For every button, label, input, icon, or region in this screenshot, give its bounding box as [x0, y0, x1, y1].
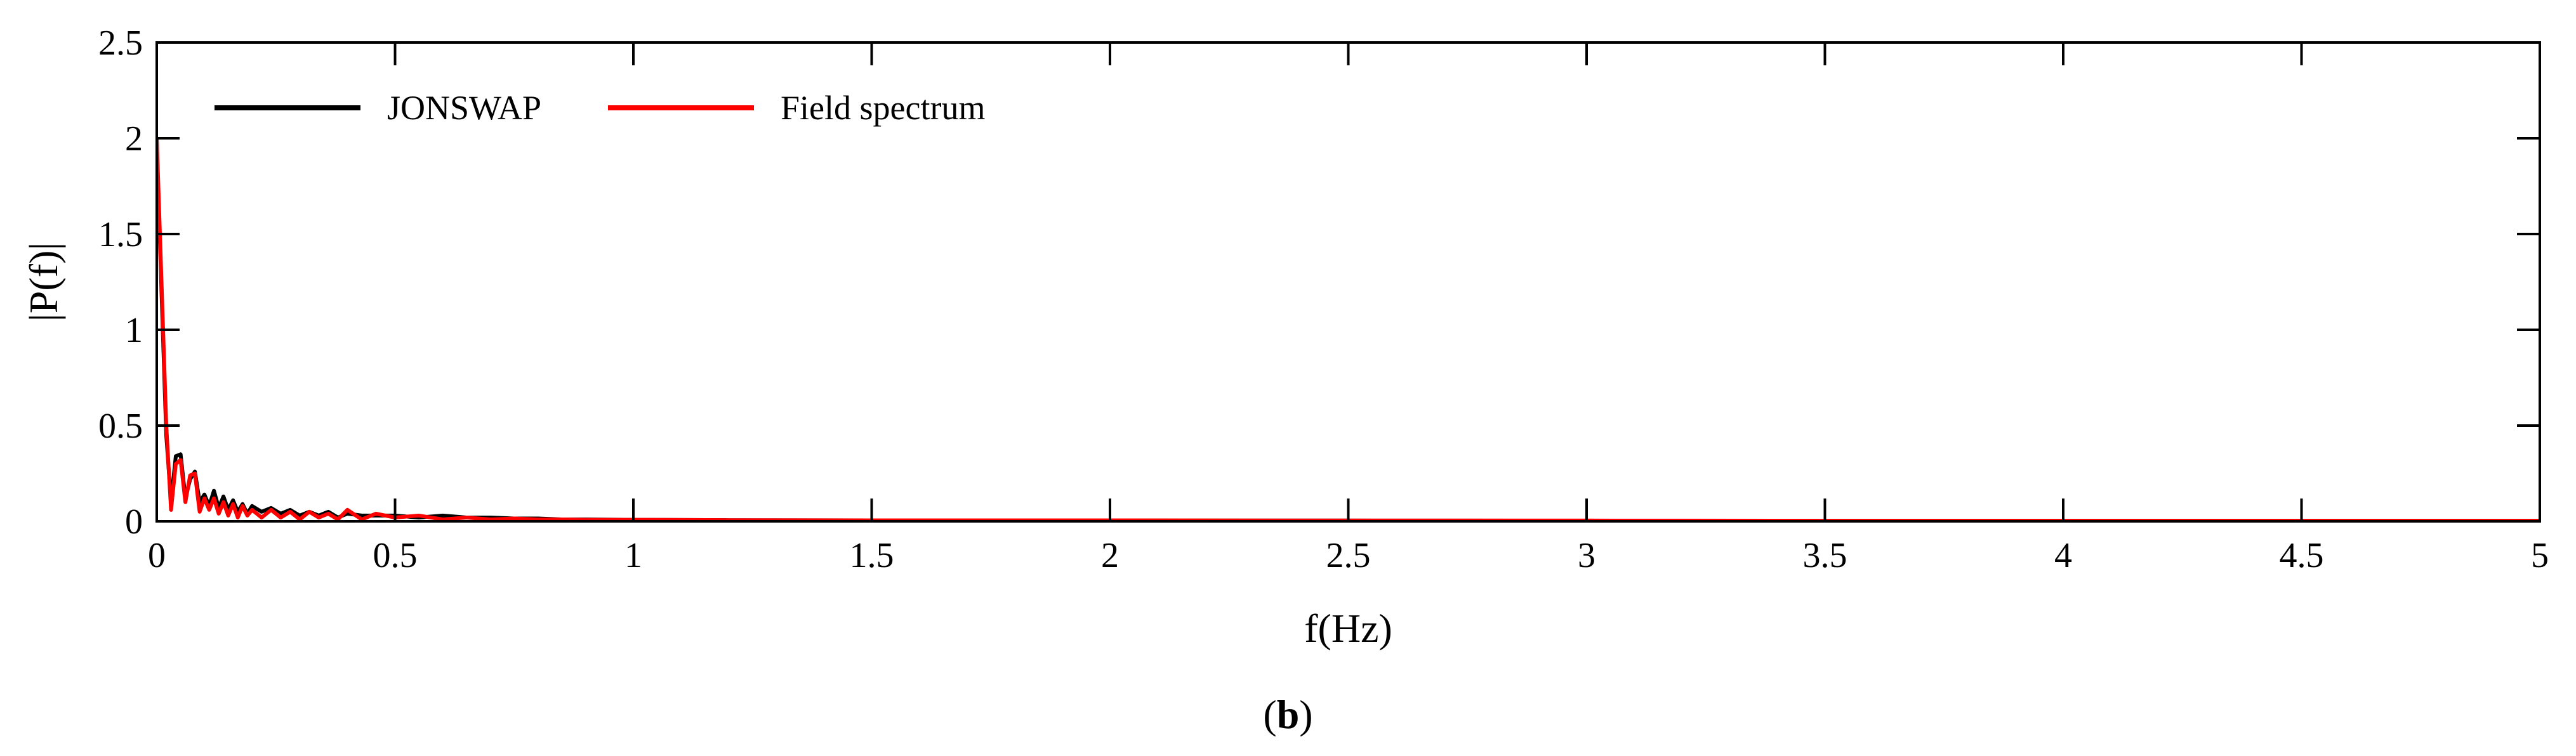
- x-tick-label: 2: [1101, 536, 1119, 575]
- legend-label-1: Field spectrum: [781, 89, 985, 127]
- x-tick-label: 1.5: [850, 536, 894, 575]
- x-tick-label: 1: [624, 536, 642, 575]
- y-tick-label: 0: [125, 502, 143, 542]
- x-axis-label: f(Hz): [1304, 606, 1392, 651]
- y-tick-label: 2: [125, 119, 143, 159]
- x-tick-label: 5: [2531, 536, 2549, 575]
- series-line-0: [157, 141, 2540, 521]
- x-tick-label: 4.5: [2280, 536, 2324, 575]
- y-tick-label: 1.5: [98, 215, 143, 254]
- x-tick-label: 3.5: [1803, 536, 1847, 575]
- panel-label-letter: b: [1276, 692, 1300, 737]
- series-line-1: [157, 138, 2540, 521]
- legend: JONSWAP Field spectrum: [215, 89, 985, 127]
- x-tick-label: 2.5: [1326, 536, 1371, 575]
- x-tick-label: 4: [2054, 536, 2072, 575]
- y-tick-label: 0.5: [98, 407, 143, 446]
- legend-label-0: JONSWAP: [387, 89, 541, 127]
- series-layer: [157, 138, 2540, 521]
- x-tick-label: 0: [148, 536, 166, 575]
- y-tick-label: 2.5: [98, 23, 143, 63]
- panel-label: (b): [1263, 692, 1313, 737]
- y-axis-label: |P(f)|: [21, 242, 66, 322]
- x-tick-label: 0.5: [373, 536, 418, 575]
- plot-area: 0 0.5 1 1.5 2 2.5 3 3.5 4 4.5 5 0 0.5 1 1.5 2 2.5: [98, 23, 2549, 575]
- x-tick-label: 3: [1578, 536, 1595, 575]
- ticks-layer: 0 0.5 1 1.5 2 2.5 3 3.5 4 4.5 5 0 0.5 1 1.5 2 2.5: [98, 23, 2549, 575]
- y-tick-label: 1: [125, 311, 143, 350]
